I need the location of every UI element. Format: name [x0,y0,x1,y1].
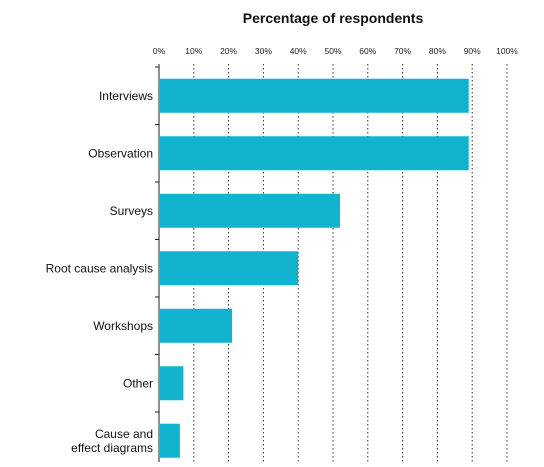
category-label: Surveys [110,204,153,218]
x-tick-label: 80% [429,46,446,56]
category-label: Workshops [93,319,153,333]
bar [160,136,469,171]
x-tick-label: 90% [464,46,481,56]
category-label-line: Root cause analysis [46,261,153,275]
x-tick-label: 20% [220,46,237,56]
category-label-line: Interviews [99,89,153,103]
category-label-line: Observation [88,146,153,160]
category-label-line: Cause and [95,427,153,441]
x-tick-label: 100% [496,46,518,56]
x-tick-label: 40% [290,46,307,56]
bar [160,251,299,286]
category-label-line: Other [123,376,153,390]
x-tick-label: 10% [185,46,202,56]
y-axis [155,64,160,462]
x-tick-label: 50% [324,46,341,56]
category-label: Interviews [99,89,153,103]
bar [160,193,340,228]
x-tick-label: 60% [359,46,376,56]
bar [160,423,180,458]
bar [160,366,184,401]
x-tick-label: 30% [255,46,272,56]
category-label-line: Workshops [93,319,153,333]
bars [160,78,469,458]
category-label: Root cause analysis [46,261,153,275]
chart-title: Percentage of respondents [243,10,424,26]
category-label: Observation [88,146,153,160]
bar [160,308,233,343]
category-label: Other [123,376,153,390]
category-label-line: Surveys [110,204,153,218]
x-axis-ticks: 0% 10% 20% 30% 40% 50% 60% 70% 80% 90% 100% [153,46,518,56]
category-label-line: effect diagrams [71,441,153,455]
category-labels: Interviews Observation Surveys Root cause a… [46,89,153,455]
bar [160,78,469,113]
x-tick-label: 70% [394,46,411,56]
x-tick-label: 0% [153,46,166,56]
